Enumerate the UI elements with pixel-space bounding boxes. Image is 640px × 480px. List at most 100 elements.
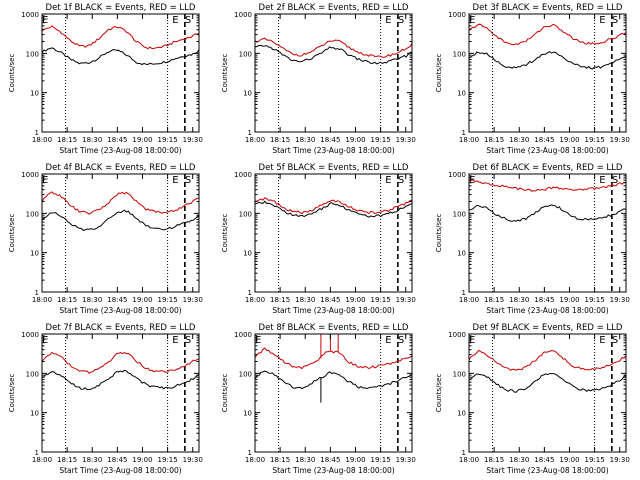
y-tick-label: 1: [248, 289, 252, 297]
lld-series-line: [254, 334, 413, 370]
x-tick-label: 18:00: [459, 136, 479, 144]
x-axis-label: Start Time (23-Aug-08 18:00:00): [486, 306, 608, 315]
x-tick-label: 19:15: [371, 456, 391, 464]
y-tick-label: 1000: [234, 171, 252, 179]
x-tick-label: 19:00: [132, 456, 152, 464]
plot-title: Det 9f BLACK = Events, RED = LLD: [473, 323, 623, 333]
events-series-line: [254, 44, 413, 65]
x-tick-label: 18:45: [534, 456, 554, 464]
plot-title: Det 8f BLACK = Events, RED = LLD: [259, 323, 409, 333]
x-tick-label: 19:00: [559, 456, 579, 464]
y-tick-label: 1: [35, 449, 39, 457]
x-tick-label: 18:45: [320, 456, 340, 464]
x-tick-label: 18:30: [295, 296, 315, 304]
plot-title: Det 3f BLACK = Events, RED = LLD: [473, 3, 623, 13]
y-axis-label: Counts/sec: [435, 54, 443, 93]
panel-3: Det 3f BLACK = Events, RED = LLD Counts/s…: [435, 3, 630, 155]
x-tick-label: 18:30: [82, 456, 102, 464]
plot-title: Det 1f BLACK = Events, RED = LLD: [46, 3, 196, 13]
event-marker-e: E: [599, 335, 605, 346]
x-tick-label: 19:30: [183, 296, 203, 304]
y-tick-label: 10: [30, 90, 39, 98]
y-tick-label: 100: [26, 210, 39, 218]
plot-title: Det 6f BLACK = Events, RED = LLD: [473, 163, 623, 173]
panel-7: Det 7f BLACK = Events, RED = LLD Counts/s…: [8, 323, 203, 475]
y-axis-label: Counts/sec: [221, 374, 229, 413]
x-axis-label: Start Time (23-Aug-08 18:00:00): [272, 466, 394, 475]
x-tick-label: 18:30: [509, 136, 529, 144]
events-series-line: [41, 209, 200, 231]
y-tick-label: 100: [239, 370, 252, 378]
x-axis-label: Start Time (23-Aug-08 18:00:00): [59, 306, 181, 315]
panel-2: Det 2f BLACK = Events, RED = LLD Counts/s…: [221, 3, 416, 155]
x-tick-label: 19:30: [183, 456, 203, 464]
lld-series-line: [254, 37, 413, 58]
y-tick-label: 100: [26, 50, 39, 58]
x-axis-label: Start Time (23-Aug-08 18:00:00): [59, 146, 181, 155]
x-tick-label: 18:45: [107, 136, 127, 144]
x-tick-label: 19:00: [345, 456, 365, 464]
y-tick-label: 100: [239, 50, 252, 58]
plot-frame: [468, 333, 627, 453]
y-axis-label: Counts/sec: [8, 54, 16, 93]
plot-title: Det 4f BLACK = Events, RED = LLD: [46, 163, 196, 173]
x-tick-label: 19:00: [132, 136, 152, 144]
x-tick-label: 18:45: [534, 136, 554, 144]
lld-series-line: [41, 25, 200, 50]
x-tick-label: 18:30: [509, 296, 529, 304]
y-axis-label: Counts/sec: [8, 374, 16, 413]
y-tick-label: 1: [462, 449, 466, 457]
y-tick-label: 10: [457, 250, 466, 258]
events-series-line: [254, 370, 413, 403]
y-axis-label: Counts/sec: [221, 54, 229, 93]
event-marker-e: E: [172, 335, 178, 346]
lld-series-line: [469, 179, 627, 192]
y-tick-label: 1000: [21, 171, 39, 179]
x-tick-label: 19:15: [371, 296, 391, 304]
event-marker-s: S: [185, 175, 191, 186]
y-tick-label: 1000: [234, 331, 252, 339]
plot-frame: [254, 333, 413, 453]
x-tick-label: 18:15: [270, 136, 290, 144]
y-axis-label: Counts/sec: [8, 214, 16, 253]
x-tick-label: 18:15: [270, 456, 290, 464]
event-marker-e: E: [469, 175, 475, 186]
x-tick-label: 19:15: [158, 456, 178, 464]
y-tick-label: 10: [457, 90, 466, 98]
x-tick-label: 18:30: [82, 136, 102, 144]
event-marker-e: E: [42, 15, 48, 26]
event-marker-s: S: [612, 15, 618, 26]
plot-frame: [254, 13, 413, 133]
event-marker-s: S: [612, 175, 618, 186]
x-tick-label: 19:00: [559, 296, 579, 304]
x-tick-label: 19:30: [396, 136, 416, 144]
x-tick-label: 18:30: [295, 136, 315, 144]
x-tick-label: 19:00: [559, 136, 579, 144]
x-tick-label: 18:00: [32, 136, 52, 144]
lld-series-line: [41, 351, 200, 374]
x-tick-label: 18:15: [57, 136, 77, 144]
y-tick-label: 100: [453, 50, 466, 58]
x-tick-label: 18:00: [32, 296, 52, 304]
y-tick-label: 1: [462, 129, 466, 137]
panel-8: Det 8f BLACK = Events, RED = LLD Counts/s…: [221, 323, 416, 475]
x-tick-label: 18:15: [57, 296, 77, 304]
x-tick-label: 18:30: [295, 456, 315, 464]
x-tick-label: 18:45: [320, 136, 340, 144]
y-tick-label: 1000: [448, 331, 466, 339]
event-marker-e: E: [255, 335, 261, 346]
x-tick-label: 18:00: [459, 456, 479, 464]
plot-title: Det 5f BLACK = Events, RED = LLD: [259, 163, 409, 173]
y-tick-label: 1000: [21, 11, 39, 19]
panel-4: Det 4f BLACK = Events, RED = LLD Counts/s…: [8, 163, 203, 315]
event-marker-e: E: [469, 335, 475, 346]
x-tick-label: 18:30: [509, 456, 529, 464]
plot-frame: [41, 333, 200, 453]
event-marker-e: E: [385, 335, 391, 346]
event-marker-s: S: [398, 175, 404, 186]
lld-series-line: [41, 191, 200, 215]
x-tick-label: 18:15: [57, 456, 77, 464]
y-tick-label: 10: [457, 410, 466, 418]
plot-title: Det 7f BLACK = Events, RED = LLD: [46, 323, 196, 333]
x-tick-label: 18:00: [32, 456, 52, 464]
